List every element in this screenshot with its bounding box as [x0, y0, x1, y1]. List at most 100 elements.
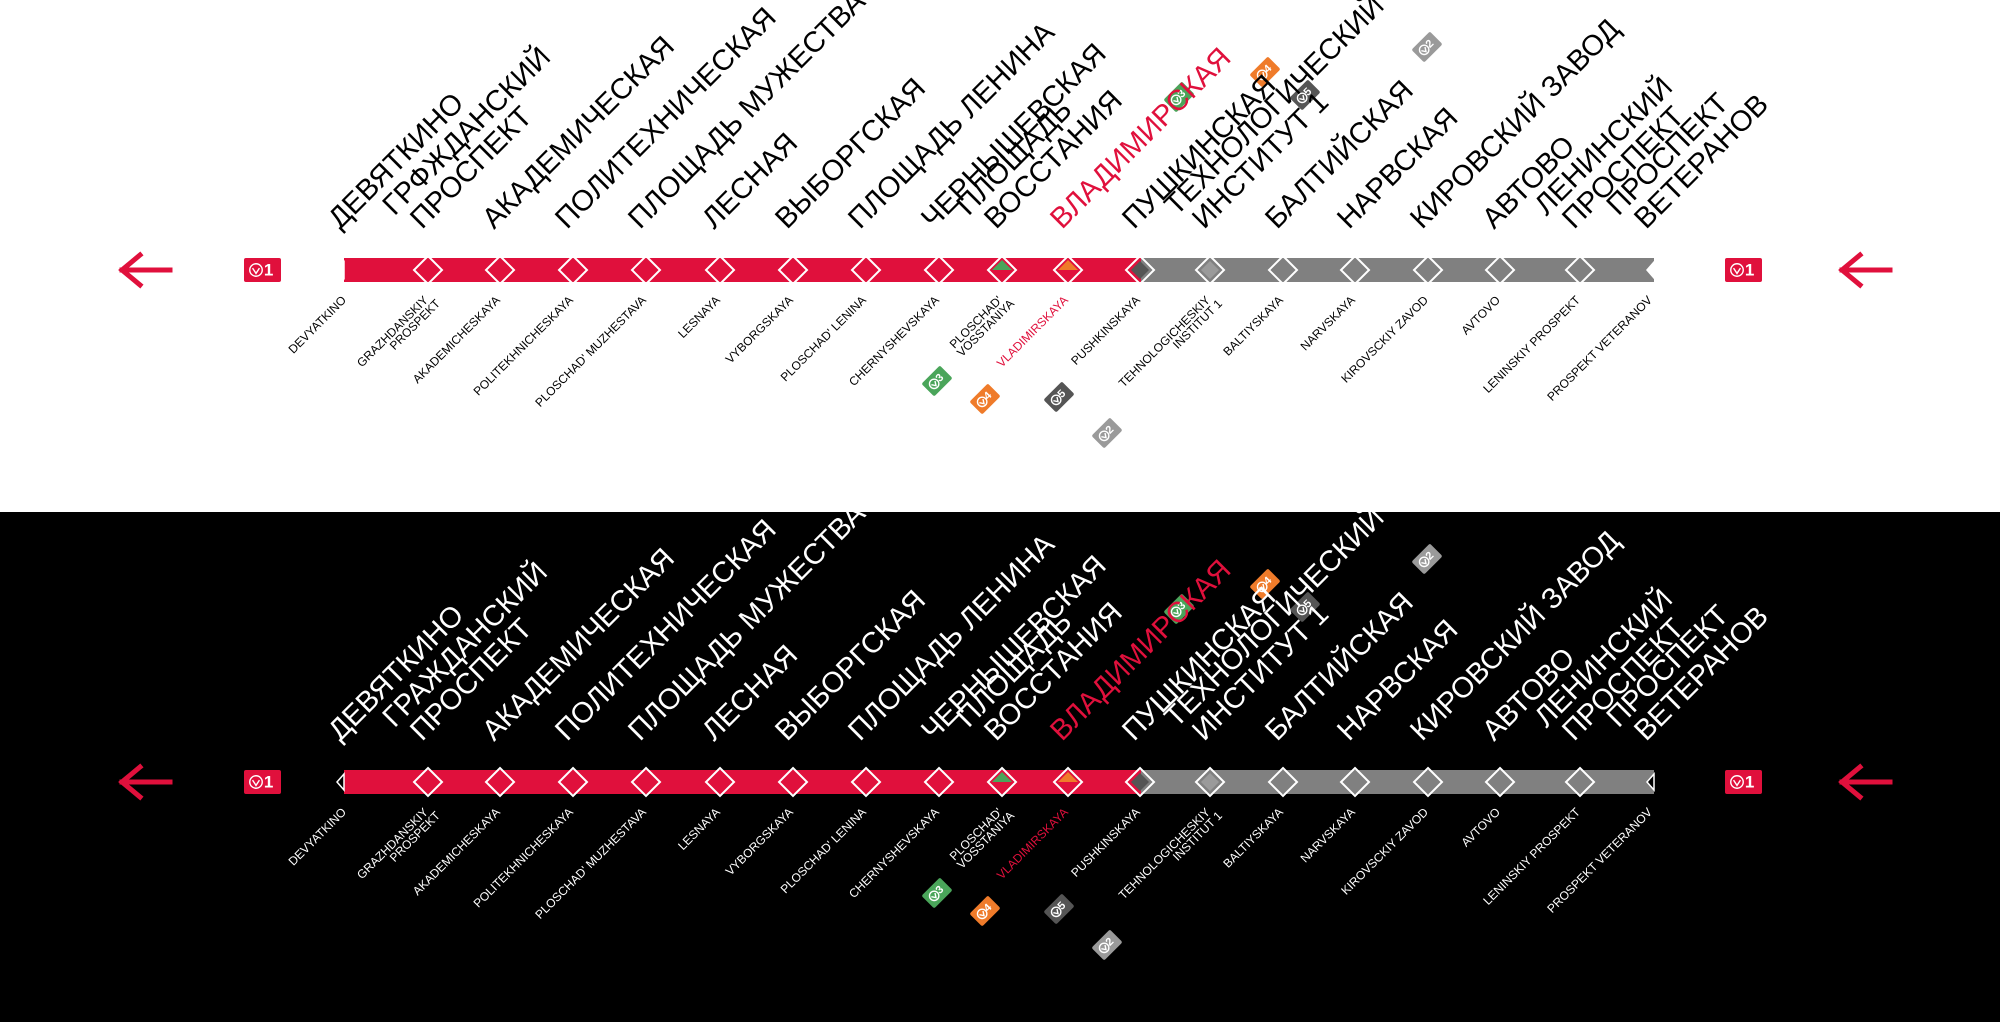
metro-logo-icon — [1730, 775, 1744, 789]
station-marker — [1412, 766, 1444, 798]
transfer-badge-line-3: 3 — [1164, 594, 1194, 624]
station-marker — [1194, 254, 1226, 286]
metro-logo-icon — [249, 775, 263, 789]
station-name-lat: BALTIYSKAYA — [1220, 293, 1286, 359]
metro-logo-icon — [1098, 430, 1110, 442]
transfer-badge-line-5: 5 — [1044, 894, 1074, 924]
left-arrow-icon — [1838, 251, 1893, 289]
station-marker — [412, 254, 444, 286]
station-name-lat: VYBORGSKAYA — [723, 293, 796, 366]
metro-logo-icon — [976, 396, 988, 408]
station-marker — [1124, 766, 1156, 798]
station-marker — [1484, 254, 1516, 286]
line-badge-right-number: 1 — [1745, 773, 1754, 792]
station-marker — [850, 254, 882, 286]
transfer-marker — [1131, 261, 1149, 279]
transfer-marker — [992, 772, 1012, 782]
transfer-marker — [1201, 261, 1219, 279]
station-marker — [1339, 766, 1371, 798]
station-marker — [557, 766, 589, 798]
transfer-badge-line-2: 2 — [1092, 930, 1122, 960]
station-name-lat: PUSHKINSKAYA — [1068, 293, 1143, 368]
transfer-badge-line-5: 5 — [1290, 80, 1320, 110]
station-marker — [1267, 766, 1299, 798]
station-name-lat: BALTIYSKAYA — [1220, 805, 1286, 871]
station-marker — [923, 766, 955, 798]
left-arrow-icon — [1838, 763, 1893, 801]
terminus-marker — [1646, 772, 1655, 792]
station-name-lat: LESNAYA — [675, 805, 723, 853]
line-badge-left-number: 1 — [264, 773, 273, 792]
transfer-badge-line-5: 5 — [1044, 382, 1074, 412]
transfer-marker — [1058, 260, 1078, 270]
line-badge-left-number: 1 — [264, 261, 273, 280]
metro-logo-icon — [1098, 942, 1110, 954]
metro-logo-icon — [928, 890, 940, 902]
station-marker — [557, 254, 589, 286]
metro-logo-icon — [1296, 604, 1308, 616]
terminus-marker — [336, 772, 345, 792]
station-name-lat: NARVSKAYA — [1298, 805, 1358, 865]
station-name-lat: AVTOVO — [1458, 805, 1502, 849]
transfer-badge-line-4: 4 — [970, 896, 1000, 926]
left-arrow-icon — [118, 251, 173, 289]
station-name-lat: AVTOVO — [1458, 293, 1502, 337]
line-diagram-dark: 1 1ДЕВЯТКИНОDEVYATKINOГРАЖДАНСКИЙПРОСПЕКТ… — [118, 512, 1893, 960]
station-marker — [704, 254, 736, 286]
station-name-lat: DEVYATKINO — [286, 805, 349, 868]
transfer-marker — [992, 260, 1012, 270]
line-badge-right-number: 1 — [1745, 261, 1754, 280]
transfer-badge-line-4: 4 — [970, 384, 1000, 414]
station-marker — [704, 766, 736, 798]
transfer-badge-line-4: 4 — [1250, 569, 1280, 599]
station-marker — [484, 766, 516, 798]
station-name-lat: LESNAYA — [675, 293, 723, 341]
station-name-lat: DEVYATKINO — [286, 293, 349, 356]
transfer-badge-line-3: 3 — [922, 878, 952, 908]
line-badge-left: 1 — [244, 770, 281, 794]
line-diagram-light: 1 1ДЕВЯТКИНОDEVYATKINOГРФЖДАНСКИЙПРОСПЕКТ… — [118, 0, 1893, 448]
terminus-marker — [1646, 260, 1655, 280]
station-marker — [777, 254, 809, 286]
line-badge-left: 1 — [244, 258, 281, 282]
station-marker — [1052, 254, 1084, 286]
terminus-marker — [336, 260, 345, 280]
station-marker — [1267, 254, 1299, 286]
metro-logo-icon — [1418, 44, 1430, 56]
station-marker — [986, 254, 1018, 286]
metro-logo-icon — [1050, 394, 1062, 406]
station-marker — [777, 766, 809, 798]
line-segment-upcoming — [1141, 258, 1654, 282]
metro-logo-icon — [1256, 581, 1268, 593]
transfer-badge-line-2: 2 — [1412, 32, 1442, 62]
line-badge-right: 1 — [1725, 258, 1762, 282]
station-marker — [850, 766, 882, 798]
metro-logo-icon — [1418, 556, 1430, 568]
line-segment-passed — [344, 258, 1141, 282]
metro-logo-icon — [1730, 263, 1744, 277]
line-badge-right: 1 — [1725, 770, 1762, 794]
metro-logo-icon — [1296, 92, 1308, 104]
transfer-badge-line-5: 5 — [1290, 592, 1320, 622]
metro-logo-icon — [1170, 94, 1182, 106]
transfer-badge-line-3: 3 — [1164, 82, 1194, 112]
station-marker — [412, 766, 444, 798]
station-marker — [1052, 766, 1084, 798]
station-marker — [1564, 254, 1596, 286]
metro-logo-icon — [1170, 606, 1182, 618]
line-segment-upcoming — [1141, 770, 1654, 794]
station-marker — [1484, 766, 1516, 798]
transfer-badge-line-4: 4 — [1250, 57, 1280, 87]
transfer-badge-line-2: 2 — [1412, 544, 1442, 574]
station-marker — [1564, 766, 1596, 798]
transfer-badge-line-3: 3 — [922, 366, 952, 396]
station-marker — [1339, 254, 1371, 286]
metro-logo-icon — [1256, 69, 1268, 81]
station-marker — [1124, 254, 1156, 286]
left-arrow-icon — [118, 763, 173, 801]
station-marker — [1412, 254, 1444, 286]
